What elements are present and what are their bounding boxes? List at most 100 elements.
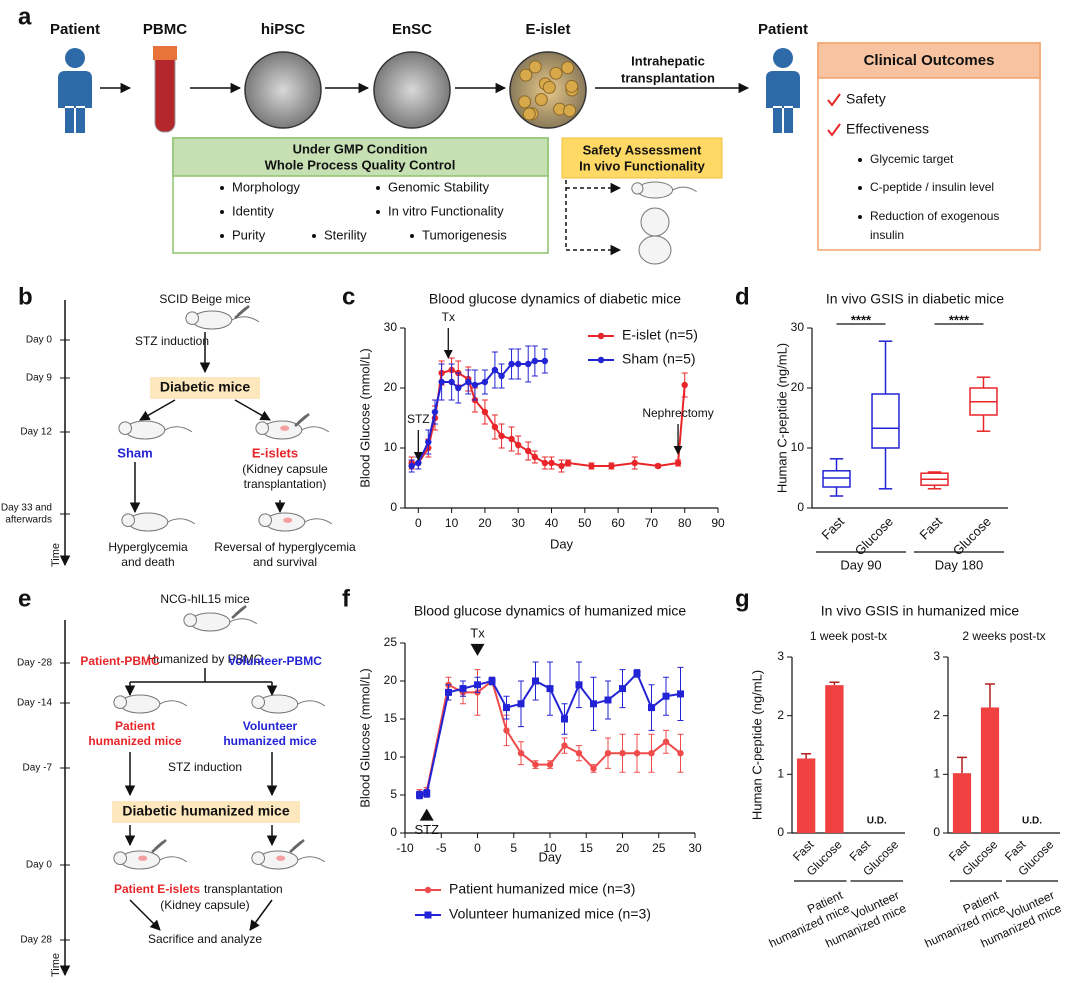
mouse-tail: [159, 856, 188, 863]
point: [491, 366, 499, 374]
point: [654, 462, 662, 470]
bullet: [376, 186, 380, 190]
axis-label: Time: [50, 543, 62, 567]
mouse-head: [251, 695, 266, 710]
panel-letter: b: [18, 283, 33, 310]
missing-label: U.D.: [1022, 816, 1042, 827]
point: [531, 357, 539, 365]
mouse-tail: [672, 186, 697, 193]
label: Safety Assessment: [583, 142, 702, 157]
label: Sacrifice and analyze: [148, 932, 262, 946]
bar: [796, 758, 816, 833]
stage-label: PBMC: [143, 21, 187, 38]
qc-item: Tumorigenesis: [422, 227, 507, 242]
point: [631, 459, 638, 467]
legend-marker: [597, 356, 605, 364]
missing-label: U.D.: [867, 816, 887, 827]
bar: [825, 685, 844, 833]
x-tick-label: 50: [578, 516, 592, 530]
x-tick-label: 15: [580, 841, 594, 855]
arrow: [129, 899, 161, 931]
label: Hyperglycemia: [108, 540, 188, 554]
y-tick-label: 3: [933, 649, 940, 663]
label: Clinical Outcomes: [864, 52, 995, 69]
point: [491, 423, 499, 431]
islet: [563, 104, 577, 118]
label: Humanized by PBMC: [148, 652, 263, 666]
label: Effectiveness: [846, 121, 929, 137]
point: [498, 372, 505, 380]
point: [619, 750, 626, 757]
point: [561, 715, 568, 723]
tube: [154, 49, 176, 133]
point: [619, 685, 626, 693]
micrograph: [244, 51, 322, 129]
mouse-tail: [159, 700, 188, 707]
stage-label: Patient: [758, 21, 808, 38]
x-tick-label: 10: [445, 516, 459, 530]
label: (Kidney capsule: [242, 462, 328, 476]
label: Intrahepatic: [631, 53, 705, 68]
point: [564, 459, 572, 467]
chart-subtitle: 2 weeks post-tx: [962, 629, 1045, 643]
x-tick-label: 20: [616, 841, 630, 855]
day-label: Day 28: [20, 935, 52, 946]
y-tick-label: 20: [384, 380, 398, 394]
islet: [549, 66, 563, 80]
islet: [519, 68, 533, 82]
label: Safety: [846, 91, 886, 107]
y-tick-label: 1: [933, 767, 940, 781]
x-tick-label: 0: [415, 516, 422, 530]
panel-letter: f: [342, 585, 351, 612]
point: [503, 727, 510, 734]
point: [677, 690, 684, 698]
implant: [138, 855, 148, 861]
point: [532, 677, 539, 685]
legend-marker: [424, 886, 432, 894]
y-tick-label: 20: [384, 673, 398, 687]
x-tick-label: -10: [396, 841, 414, 855]
point: [608, 462, 615, 470]
label: In vivo Functionality: [579, 158, 705, 173]
bullet: [858, 186, 862, 190]
day-label: Day 33 and: [1, 503, 52, 514]
error-bar: [957, 756, 967, 774]
y-tick-label: 0: [933, 825, 940, 839]
point: [498, 432, 505, 440]
y-axis-label: Blood Glucose (mmol/L): [357, 668, 372, 807]
significance: ****: [949, 312, 970, 327]
y-tick-label: 30: [384, 320, 398, 334]
y-tick-label: 30: [791, 320, 805, 334]
qc-item: Sterility: [324, 227, 367, 242]
point: [604, 750, 612, 757]
point: [588, 462, 595, 470]
point: [525, 447, 532, 455]
bullet: [858, 215, 862, 219]
point: [633, 750, 641, 757]
label: SCID Beige mice: [159, 292, 251, 306]
label: insulin: [870, 228, 904, 242]
point: [575, 750, 583, 757]
y-tick-label: 10: [384, 440, 398, 454]
day-label: Day 0: [26, 860, 53, 871]
bullet: [410, 234, 414, 238]
mouse-head: [121, 513, 135, 528]
label: Whole Process Quality Control: [265, 157, 456, 172]
chart-title: In vivo GSIS in diabetic mice: [826, 291, 1004, 307]
label: Sham: [117, 445, 152, 460]
x-tick-label: 30: [688, 841, 702, 855]
panel-letter: e: [18, 585, 31, 612]
point: [561, 742, 568, 749]
point: [515, 441, 522, 449]
label: Patient E-islets: [114, 882, 200, 896]
y-tick-label: 10: [791, 440, 805, 454]
point: [677, 750, 684, 757]
mouse-head: [118, 421, 132, 436]
label: humanized mice: [223, 734, 317, 748]
mouse-head: [185, 311, 199, 326]
label: Glycemic target: [870, 152, 954, 166]
label: E-islets: [252, 445, 298, 460]
label: humanized mice: [88, 734, 182, 748]
panel-letter: g: [735, 585, 750, 612]
islet: [542, 80, 556, 94]
